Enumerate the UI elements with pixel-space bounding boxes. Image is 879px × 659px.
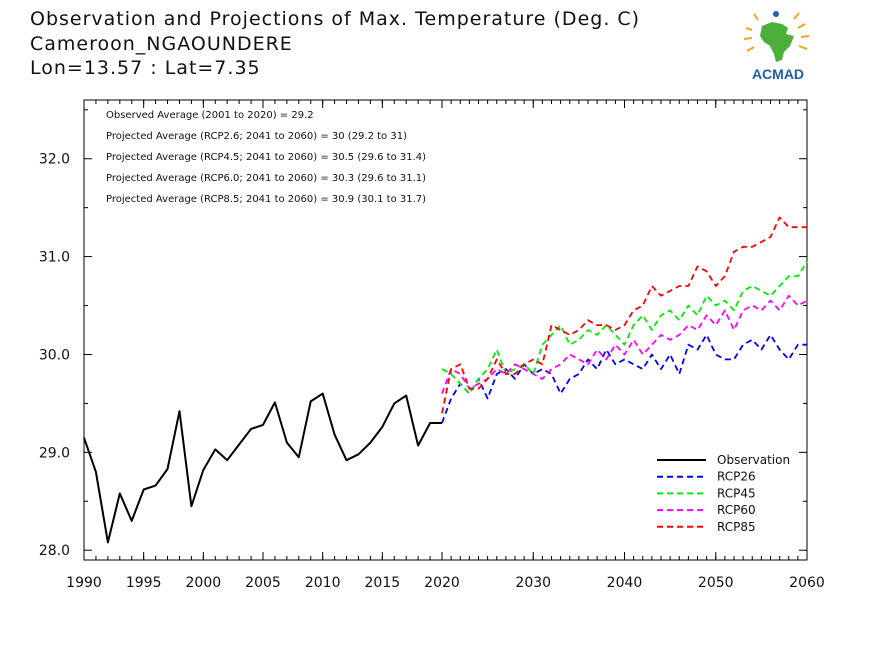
average-annotation: Projected Average (RCP4.5; 2041 to 2060)… [106, 152, 426, 163]
y-tick-label: 29.0 [39, 445, 70, 461]
y-tick-label: 32.0 [39, 152, 70, 168]
acmad-logo: ACMAD [743, 11, 810, 82]
legend-label-rcp85: RCP85 [717, 520, 756, 534]
station-coordinates: Lon=13.57 : Lat=7.35 [30, 57, 261, 79]
x-tick-label: 2020 [424, 575, 460, 591]
x-tick-label: 2015 [365, 575, 401, 591]
africa-map-icon [760, 22, 794, 62]
x-tick-label: 2040 [607, 575, 643, 591]
x-tick-label: 2050 [698, 575, 734, 591]
chart-title: Observation and Projections of Max. Temp… [30, 8, 641, 30]
series-line-observation [83, 392, 442, 544]
x-tick-label: 2005 [245, 575, 281, 591]
average-annotation: Projected Average (RCP8.5; 2041 to 2060)… [106, 194, 426, 205]
y-tick-label: 28.0 [39, 543, 70, 559]
y-tick-label: 31.0 [39, 250, 70, 266]
series-line-rcp85 [441, 216, 807, 414]
legend-label-rcp60: RCP60 [717, 503, 756, 517]
average-annotation: Projected Average (RCP6.0; 2041 to 2060)… [106, 173, 426, 184]
y-tick-label: 30.0 [39, 347, 70, 363]
legend-label-rcp26: RCP26 [717, 470, 756, 484]
station-name: Cameroon_NGAOUNDERE [30, 33, 293, 55]
average-annotation: Observed Average (2001 to 2020) = 29.2 [106, 110, 314, 121]
series-line-rcp26 [441, 333, 807, 424]
x-tick-label: 2060 [789, 575, 825, 591]
plot-frame [83, 99, 808, 561]
x-tick-label: 2010 [305, 575, 341, 591]
water-drop-icon [773, 11, 779, 17]
series-line-rcp45 [441, 261, 808, 395]
x-tick-label: 2030 [515, 575, 551, 591]
x-tick-label: 1995 [126, 575, 162, 591]
series-line-rcp60 [441, 294, 808, 394]
x-tick-label: 1990 [66, 575, 102, 591]
legend-label-rcp45: RCP45 [717, 486, 756, 500]
average-annotation: Projected Average (RCP2.6; 2041 to 2060)… [106, 131, 407, 142]
logo-text: ACMAD [752, 66, 804, 82]
legend-label-observation: Observation [717, 453, 790, 467]
x-tick-label: 2000 [186, 575, 222, 591]
